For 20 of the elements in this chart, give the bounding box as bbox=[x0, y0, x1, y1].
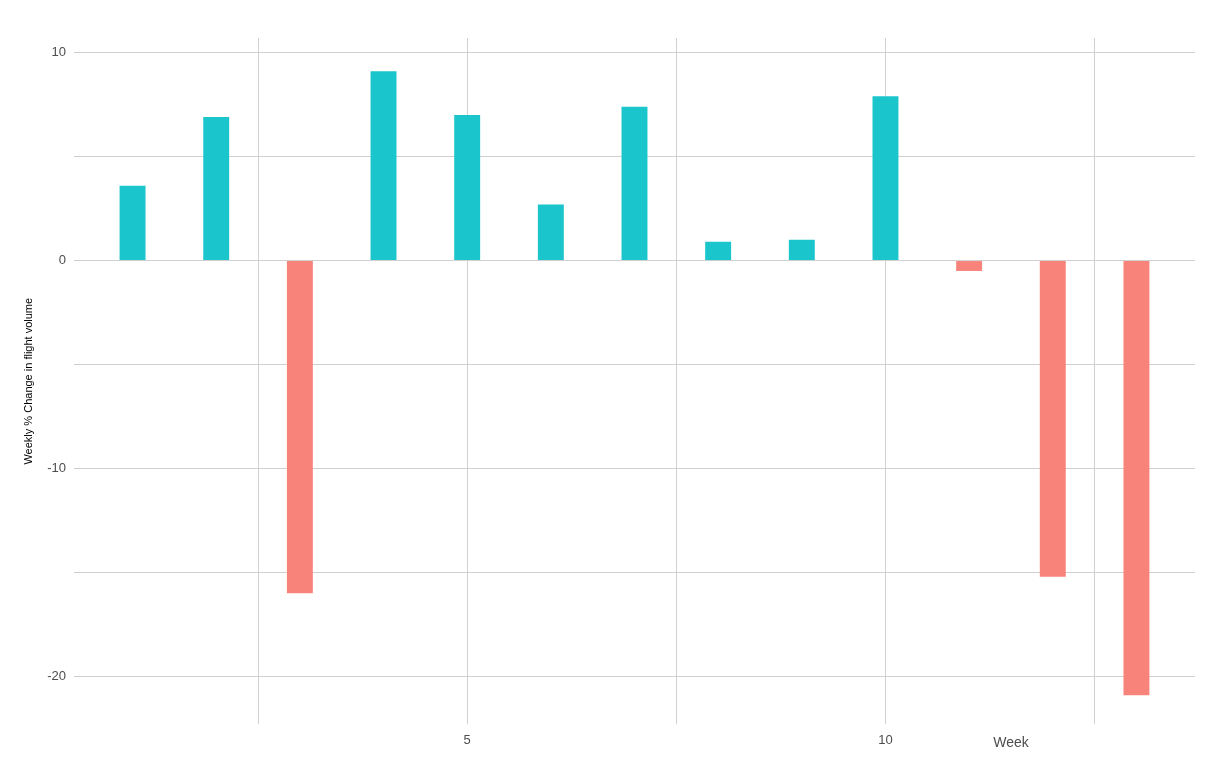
bar bbox=[537, 204, 564, 261]
bar bbox=[286, 261, 313, 594]
x-tick-label: 5 bbox=[463, 731, 471, 747]
bar bbox=[119, 185, 146, 261]
y-tick-label: -20 bbox=[47, 668, 66, 684]
bar bbox=[370, 71, 397, 261]
y-tick-label: -10 bbox=[47, 460, 66, 476]
y-tick-label: 10 bbox=[51, 44, 66, 60]
bar bbox=[705, 241, 732, 261]
bar bbox=[454, 114, 481, 261]
y-axis-title: Weekly % Change in flight volume bbox=[21, 297, 34, 465]
y-tick-label: 0 bbox=[58, 252, 66, 268]
x-axis-title: Week bbox=[993, 734, 1030, 751]
bar bbox=[788, 239, 815, 261]
bar bbox=[872, 96, 899, 261]
bar bbox=[956, 261, 983, 271]
bar bbox=[1123, 261, 1150, 696]
bar bbox=[203, 117, 230, 261]
bar bbox=[1039, 261, 1066, 577]
bar bbox=[621, 106, 648, 261]
